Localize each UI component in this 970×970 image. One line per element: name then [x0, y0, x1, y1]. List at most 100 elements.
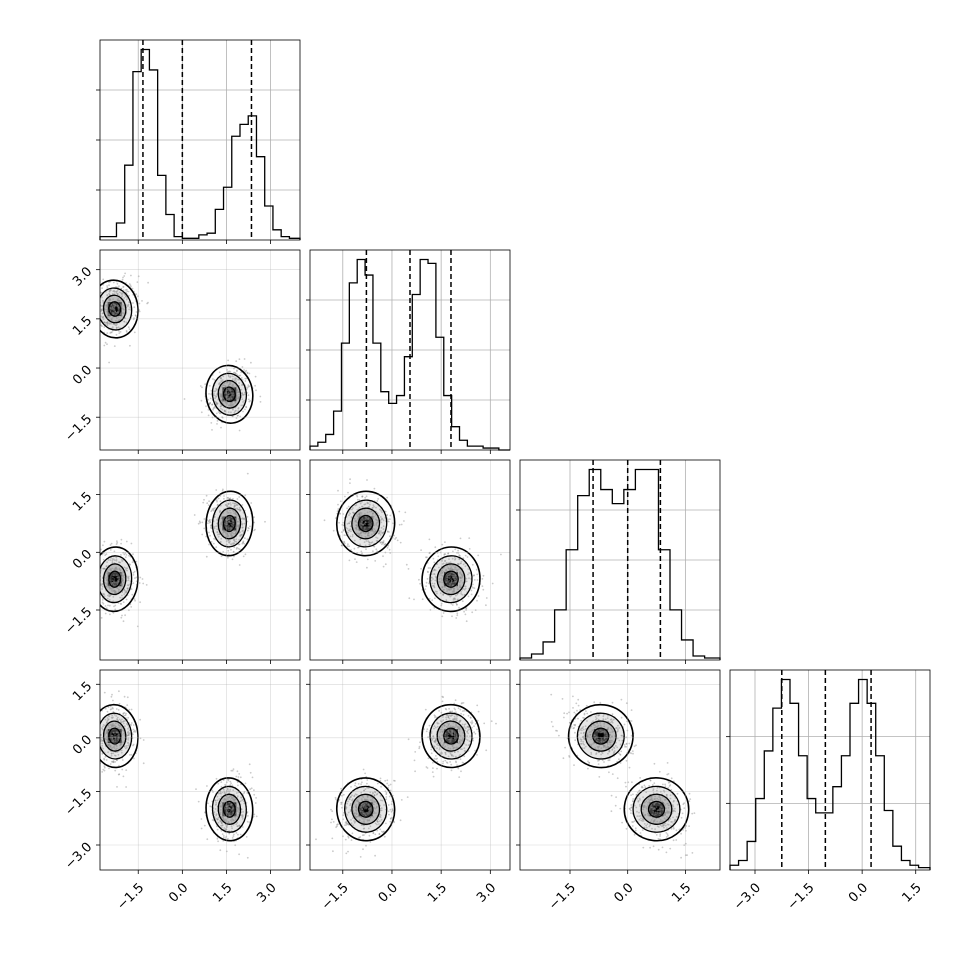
scatter-point: [91, 578, 93, 580]
scatter-point: [125, 769, 128, 771]
scatter-point: [248, 763, 251, 766]
scatter-point: [227, 518, 230, 520]
scatter-point: [111, 746, 114, 749]
scatter-point: [468, 728, 471, 731]
scatter-point: [611, 749, 614, 751]
scatter-point: [112, 323, 115, 325]
scatter-point: [344, 824, 346, 827]
scatter-point: [234, 531, 237, 533]
scatter-point: [366, 782, 368, 785]
scatter-point: [115, 574, 118, 576]
scatter-point: [433, 569, 435, 572]
scatter-point: [651, 784, 654, 786]
scatter-point: [454, 558, 456, 561]
scatter-point: [220, 537, 223, 540]
scatter-point: [476, 728, 478, 731]
scatter-point: [139, 601, 142, 604]
scatter-point: [381, 518, 384, 520]
scatter-point: [121, 571, 123, 574]
scatter-point: [130, 708, 133, 711]
scatter-point: [224, 818, 227, 821]
scatter-point: [450, 714, 453, 717]
scatter-point: [630, 809, 632, 812]
scatter-point: [552, 725, 554, 728]
scatter-point: [88, 721, 90, 723]
scatter-point: [384, 779, 387, 782]
scatter-point: [236, 498, 239, 500]
scatter-point: [238, 811, 241, 814]
scatter-point: [448, 738, 451, 741]
scatter-point: [441, 569, 443, 572]
scatter-point: [442, 592, 445, 595]
scatter-point: [653, 818, 656, 821]
scatter-point: [94, 721, 96, 723]
scatter-point: [111, 576, 114, 579]
scatter-point: [377, 498, 379, 500]
scatter-point: [122, 601, 125, 603]
scatter-point: [447, 552, 450, 555]
scatter-point: [111, 725, 113, 727]
scatter-point: [132, 553, 134, 555]
scatter-point: [376, 819, 378, 822]
scatter-point: [456, 725, 459, 728]
scatter-point: [227, 375, 230, 378]
scatter-point: [115, 708, 118, 710]
scatter-point: [369, 808, 372, 810]
scatter-point: [667, 834, 669, 837]
scatter-point: [601, 740, 604, 742]
scatter-point: [230, 803, 233, 806]
scatter-point: [237, 396, 240, 399]
scatter-point: [109, 544, 112, 546]
scatter-point: [353, 814, 356, 817]
scatter-point: [688, 800, 691, 802]
scatter-point: [109, 289, 111, 292]
scatter-point: [616, 760, 619, 763]
scatter-point: [238, 496, 241, 498]
scatter-point: [430, 576, 433, 579]
scatter-point: [215, 813, 218, 815]
scatter-point: [647, 814, 650, 817]
scatter-point: [242, 529, 244, 532]
scatter-point: [387, 518, 389, 521]
panel-density-3-2: [568, 704, 689, 841]
scatter-point: [387, 544, 390, 547]
scatter-point: [461, 593, 464, 596]
scatter-point: [101, 312, 104, 315]
scatter-point: [241, 799, 244, 802]
scatter-point: [468, 548, 471, 550]
scatter-point: [215, 499, 218, 501]
scatter-point: [462, 713, 465, 716]
scatter-point: [360, 806, 362, 809]
scatter-point: [147, 281, 150, 284]
scatter-point: [225, 543, 228, 546]
scatter-point: [107, 571, 110, 574]
scatter-point: [114, 303, 116, 306]
scatter-point: [219, 809, 222, 811]
scatter-point: [229, 395, 232, 398]
scatter-point: [223, 530, 226, 533]
scatter-point: [230, 402, 233, 404]
scatter-point: [458, 586, 461, 588]
scatter-point: [617, 724, 619, 727]
scatter-point: [113, 605, 115, 608]
scatter-point: [228, 832, 231, 835]
scatter-point: [101, 588, 103, 590]
scatter-point: [555, 729, 557, 732]
scatter-point: [219, 412, 222, 415]
scatter-point: [228, 404, 231, 407]
scatter-point: [429, 567, 431, 569]
scatter-point: [451, 575, 454, 577]
scatter-point: [230, 394, 233, 397]
scatter-point: [125, 567, 127, 569]
scatter-point: [124, 289, 127, 291]
scatter-point: [122, 289, 125, 291]
scatter-point: [117, 738, 119, 741]
scatter-point: [124, 747, 127, 750]
scatter-point: [226, 808, 229, 810]
scatter-point: [363, 522, 366, 525]
scatter-point: [449, 737, 452, 740]
scatter-point: [117, 723, 120, 725]
scatter-point: [103, 691, 106, 694]
scatter-point: [457, 767, 460, 770]
scatter-point: [124, 614, 126, 617]
